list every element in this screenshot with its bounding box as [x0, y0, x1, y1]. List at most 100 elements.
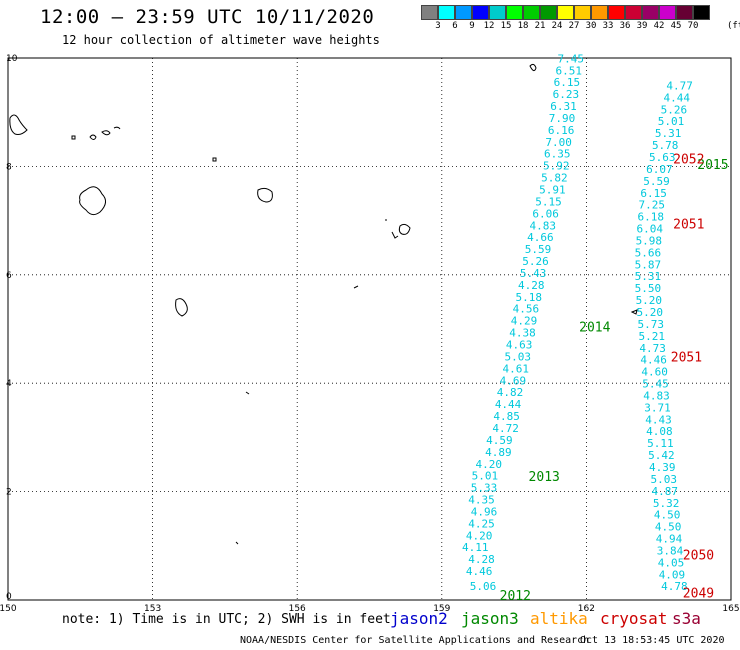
- plot-frame: [7, 57, 732, 601]
- wave-height-value: 5.06: [470, 580, 497, 593]
- wave-height-value: 7.90: [549, 112, 576, 125]
- wave-height-value: 5.31: [655, 127, 682, 140]
- wave-height-value: 6.51: [556, 64, 583, 77]
- y-tick-label: 8: [6, 162, 12, 172]
- wave-height-value: 4.89: [485, 446, 512, 459]
- wave-height-value: 4.29: [511, 315, 538, 328]
- wave-height-value: 5.11: [647, 437, 674, 450]
- legend-swatch: [421, 5, 438, 20]
- legend-label: 70: [687, 21, 699, 31]
- wave-height-value: 4.72: [492, 422, 519, 435]
- pass-id-label: 2014: [579, 321, 610, 336]
- wave-height-value: 5.66: [635, 246, 662, 259]
- wave-height-value: 5.45: [642, 378, 669, 391]
- wave-height-value: 6.16: [548, 124, 575, 137]
- legend-label: 36: [619, 21, 631, 31]
- wave-height-value: 4.73: [639, 342, 666, 355]
- wave-height-value: 5.63: [649, 151, 676, 164]
- wave-height-value: 7.25: [638, 199, 665, 212]
- legend-label: 3: [435, 21, 441, 31]
- x-tick-label: 165: [722, 604, 739, 614]
- legend-label: 39: [636, 21, 648, 31]
- legend-label: 12: [483, 21, 495, 31]
- credit-line: NOAA/NESDIS Center for Satellite Applica…: [240, 635, 590, 646]
- island-outline: [212, 157, 217, 162]
- x-tick-label: 162: [578, 604, 595, 614]
- islands: [9, 63, 638, 545]
- wave-height-value: 5.26: [661, 103, 688, 116]
- pass-id-label: 2012: [500, 589, 531, 604]
- page-subtitle: 12 hour collection of altimeter wave hei…: [62, 33, 380, 47]
- wave-height-value: 6.04: [637, 223, 664, 236]
- wave-height-value: 4.46: [640, 354, 667, 367]
- legend-swatch: [438, 5, 455, 20]
- wave-height-value: 5.31: [635, 270, 662, 283]
- legend-label: 42: [653, 21, 665, 31]
- pass-id-label: 2013: [529, 470, 560, 485]
- wave-height-value: 4.05: [658, 556, 685, 569]
- satellite-jason2: jason2: [390, 609, 448, 628]
- wave-height-value: 4.96: [471, 505, 498, 518]
- x-tick-label: 156: [289, 604, 306, 614]
- wave-height-value: 3.71: [644, 401, 671, 414]
- wave-height-value: 5.03: [651, 473, 678, 486]
- pass-id-label: 2052: [673, 153, 704, 168]
- wave-height-value: 3.84: [657, 544, 684, 557]
- legend-swatch: [625, 5, 642, 20]
- wave-height-value: 5.20: [636, 294, 663, 307]
- legend-label: 45: [670, 21, 682, 31]
- legend-swatch: [591, 5, 608, 20]
- legend-swatch: [472, 5, 489, 20]
- wave-height-points: 5.064.464.284.114.204.254.964.355.335.01…: [462, 52, 693, 593]
- wave-height-value: 4.61: [503, 362, 529, 375]
- legend-label: 33: [602, 21, 614, 31]
- credit-timestamp: Oct 13 18:53:45 UTC 2020: [580, 635, 725, 646]
- wave-height-value: 4.44: [495, 398, 522, 411]
- pass-id-label: 2051: [671, 351, 702, 366]
- legend-swatch: [608, 5, 625, 20]
- legend-swatch: [523, 5, 540, 20]
- legend-swatch: [659, 5, 676, 20]
- page-title: 12:00 – 23:59 UTC 10/11/2020: [40, 6, 375, 28]
- wave-height-value: 5.20: [637, 306, 664, 319]
- wave-height-value: 5.50: [635, 282, 662, 295]
- wave-height-value: 4.35: [468, 494, 495, 507]
- wave-height-value: 5.91: [539, 184, 566, 197]
- legend-swatch: [557, 5, 574, 20]
- satellite-s3a: s3a: [672, 609, 701, 628]
- wave-height-value: 5.01: [472, 470, 499, 483]
- wave-height-value: 5.01: [658, 115, 685, 128]
- wave-height-value: 4.60: [641, 366, 668, 379]
- legend-swatch: [676, 5, 693, 20]
- legend-swatch: [489, 5, 506, 20]
- wave-height-value: 4.59: [486, 434, 513, 447]
- wave-height-value: 4.82: [497, 386, 524, 399]
- wave-height-value: 5.78: [652, 139, 679, 152]
- island-outline: [529, 63, 537, 72]
- x-tick-label: 159: [433, 604, 450, 614]
- wave-height-value: 6.15: [554, 76, 581, 89]
- grid-lines: [8, 58, 731, 600]
- legend-swatch: [455, 5, 472, 20]
- wave-height-value: 6.07: [646, 163, 673, 176]
- wave-height-value: 4.56: [513, 303, 540, 316]
- legend-swatch: [506, 5, 523, 20]
- wave-height-value: 7.00: [545, 136, 572, 149]
- wave-height-value: 6.31: [550, 100, 577, 113]
- wave-height-value: 5.98: [636, 234, 663, 247]
- axis-ticks: 150 153 156 159 162 165 0 2 4 6 8 10: [0, 54, 740, 614]
- wave-height-value: 5.42: [648, 449, 675, 462]
- satellite-altika: altika: [530, 609, 588, 628]
- wave-height-value: 4.63: [506, 339, 533, 352]
- wave-height-value: 4.08: [646, 425, 673, 438]
- island-outline: [385, 219, 411, 239]
- wave-height-value: 5.82: [541, 172, 568, 185]
- wave-height-value: 6.35: [544, 148, 571, 161]
- wave-height-value: 4.83: [530, 219, 557, 232]
- wave-height-value: 4.28: [518, 279, 545, 292]
- legend-label: 15: [500, 21, 512, 31]
- wave-height-value: 6.15: [640, 187, 667, 200]
- legend-unit: (ft): [727, 21, 740, 31]
- y-tick-label: 2: [6, 488, 12, 498]
